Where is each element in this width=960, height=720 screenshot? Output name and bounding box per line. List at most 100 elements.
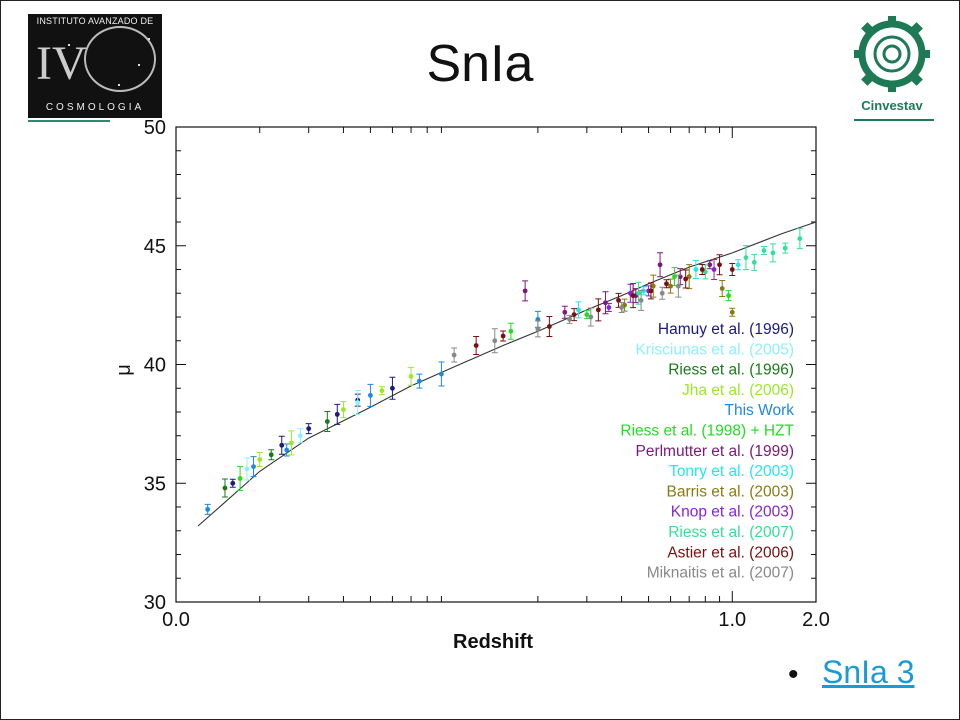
data-marker xyxy=(711,267,717,272)
data-point xyxy=(416,373,423,389)
legend-entry: Knop et al. (2003) xyxy=(671,504,794,521)
data-marker xyxy=(693,267,699,272)
data-point xyxy=(204,503,211,515)
data-marker xyxy=(650,283,656,289)
data-marker xyxy=(751,259,757,265)
data-point xyxy=(438,361,445,387)
data-marker xyxy=(735,262,741,268)
data-marker xyxy=(648,288,654,294)
data-marker xyxy=(761,248,767,253)
data-point xyxy=(692,260,699,279)
data-point xyxy=(605,303,612,312)
data-point xyxy=(657,252,664,278)
data-point xyxy=(283,443,290,457)
galaxy-ring-icon xyxy=(84,26,156,92)
data-marker xyxy=(659,290,665,296)
data-marker xyxy=(546,324,552,329)
data-marker xyxy=(603,300,608,306)
data-marker xyxy=(244,466,250,472)
data-point xyxy=(250,456,257,478)
data-marker xyxy=(205,506,211,512)
data-marker xyxy=(439,371,444,377)
data-point xyxy=(719,280,726,297)
data-marker xyxy=(638,297,644,303)
data-point xyxy=(566,314,573,324)
cinvestav-gear-icon xyxy=(854,16,930,92)
data-marker xyxy=(297,433,303,439)
data-marker xyxy=(268,452,274,458)
data-point xyxy=(575,301,582,319)
data-marker xyxy=(379,388,385,394)
data-point xyxy=(408,366,415,386)
legend-entry: Hamuy et al. (1996) xyxy=(658,321,794,338)
x-axis-label: Redshift xyxy=(453,631,533,653)
data-marker xyxy=(576,307,581,313)
legend-entry: Perlmutter et al. (1999) xyxy=(635,443,794,460)
data-point xyxy=(729,263,736,276)
data-point xyxy=(237,466,244,491)
data-point xyxy=(729,307,736,317)
data-marker xyxy=(683,276,689,282)
data-marker xyxy=(619,305,624,310)
cinvestav-logo-underline xyxy=(854,119,934,121)
data-point xyxy=(546,316,553,337)
data-point xyxy=(256,452,263,467)
iac-logo-underline xyxy=(28,120,110,122)
data-marker xyxy=(306,426,312,432)
data-point xyxy=(244,457,251,481)
data-marker xyxy=(584,312,590,318)
data-marker xyxy=(636,290,641,296)
data-point xyxy=(507,322,514,340)
data-point xyxy=(451,347,458,363)
data-point xyxy=(583,310,590,320)
data-marker xyxy=(289,440,294,446)
data-point xyxy=(378,386,385,396)
star-icon xyxy=(138,64,140,66)
x-tick-label: 0.0 xyxy=(162,609,190,631)
data-marker xyxy=(641,288,647,294)
data-marker xyxy=(686,274,692,280)
slide-title: SnIa xyxy=(426,35,534,93)
data-point xyxy=(760,246,767,255)
data-point xyxy=(354,390,361,415)
data-marker xyxy=(797,236,803,242)
data-point xyxy=(491,328,498,354)
data-marker xyxy=(230,480,236,486)
data-marker xyxy=(707,262,713,268)
data-marker xyxy=(355,400,361,405)
y-tick-label: 35 xyxy=(144,473,166,495)
hubble-diagram-chart: 30 35 40 45 50 0.0 1.0 2.0 Hamuy et al. (1996) K… xyxy=(113,118,830,653)
data-marker xyxy=(508,328,514,334)
data-point xyxy=(288,430,295,456)
data-marker xyxy=(390,385,395,391)
data-point xyxy=(751,253,758,271)
snia-3-link[interactable]: SnIa 3 xyxy=(822,654,915,690)
data-point xyxy=(699,264,706,275)
data-point xyxy=(595,298,602,322)
data-marker xyxy=(782,245,788,251)
data-point xyxy=(686,264,693,290)
star-icon xyxy=(118,84,120,86)
data-point xyxy=(671,267,678,287)
data-marker xyxy=(729,267,735,272)
data-marker xyxy=(657,262,663,268)
data-marker xyxy=(500,333,506,339)
data-point xyxy=(675,274,682,298)
data-marker xyxy=(473,343,479,348)
data-point xyxy=(340,401,347,419)
data-marker xyxy=(562,309,568,315)
data-marker xyxy=(279,442,285,448)
data-point xyxy=(221,478,228,498)
data-marker xyxy=(324,419,330,424)
bullet-dot: • xyxy=(788,658,799,691)
legend-entry: Riess et al. (1996) xyxy=(668,362,794,379)
data-marker xyxy=(251,464,256,470)
data-marker xyxy=(606,305,612,310)
y-axis-label: μ xyxy=(113,364,135,376)
data-marker xyxy=(284,447,290,453)
data-point xyxy=(602,291,609,315)
data-marker xyxy=(257,457,263,462)
legend-entry: Riess et al. (2007) xyxy=(668,524,794,541)
data-point xyxy=(725,290,732,302)
legend-entry: Astier et al. (2006) xyxy=(667,544,794,561)
